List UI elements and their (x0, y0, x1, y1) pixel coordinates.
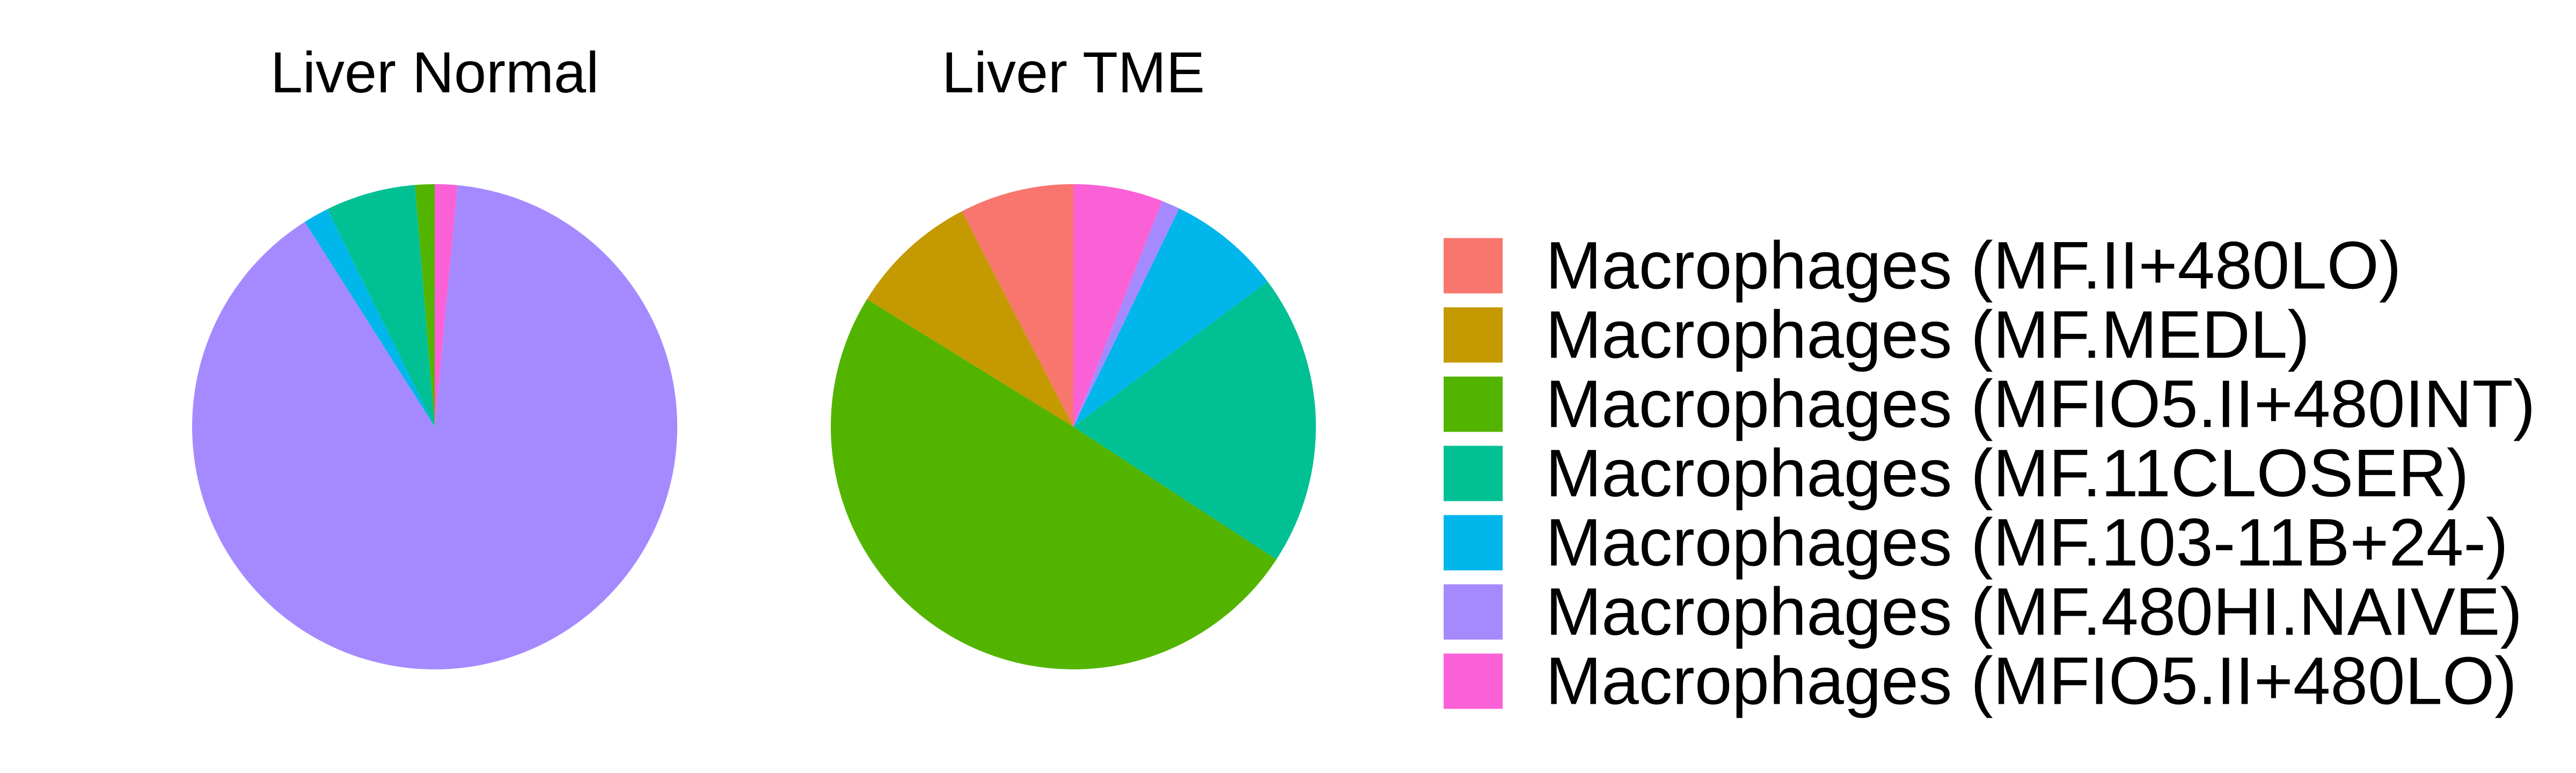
legend-label: Macrophages (MF.480HI.NAIVE) (1546, 575, 2522, 650)
legend-label: Macrophages (MFIO5.II+480INT) (1546, 367, 2535, 442)
legend-item: Macrophages (MFIO5.II+480LO) (1444, 644, 2517, 719)
legend-swatch (1444, 307, 1503, 363)
pie-slice-macrophages-mfio5-ii-480lo (435, 184, 458, 427)
legend-swatch (1444, 446, 1503, 501)
pie-slice-macrophages-mfio5-ii-480int (415, 184, 435, 427)
legend-swatch (1444, 376, 1503, 432)
legend-swatch (1444, 238, 1503, 294)
pie-panels: Liver Normal Liver TME (192, 40, 1316, 670)
pie-title: Liver TME (942, 40, 1205, 105)
legend-label: Macrophages (MF.11CLOSER) (1546, 436, 2469, 511)
pie-slice-macrophages-mf-11closer (1073, 281, 1316, 560)
legend-swatch (1444, 515, 1503, 571)
legend-label: Macrophages (MF.103-11B+24-) (1546, 506, 2508, 580)
legend-swatch (1444, 584, 1503, 640)
pie-slice-macrophages-mf-medl (867, 211, 1073, 427)
pie-panel-liver-tme: Liver TME (831, 40, 1316, 669)
legend-item: Macrophages (MF.480HI.NAIVE) (1444, 575, 2522, 650)
pie-slice-macrophages-mf-103-11b-24 (1073, 208, 1268, 427)
legend-item: Macrophages (MF.MEDL) (1444, 298, 2310, 373)
legend-item: Macrophages (MFIO5.II+480INT) (1444, 367, 2535, 442)
pie-slice-macrophages-mf-ii-480lo (962, 184, 1073, 427)
legend-item: Macrophages (MF.103-11B+24-) (1444, 506, 2508, 580)
pie-slice-macrophages-mf-480hi-naive (1073, 201, 1180, 427)
pie-title: Liver Normal (270, 40, 599, 105)
pie-slice-macrophages-mf-480hi-naive (192, 185, 677, 670)
legend-label: Macrophages (MF.II+480LO) (1546, 229, 2401, 303)
pie-panel-liver-normal: Liver Normal (192, 40, 677, 670)
legend-item: Macrophages (MF.11CLOSER) (1444, 436, 2469, 511)
legend: Macrophages (MF.II+480LO)Macrophages (MF… (1444, 229, 2535, 719)
pie-slice-macrophages-mfio5-ii-480int (831, 299, 1277, 669)
pie-slice-macrophages-mfio5-ii-480lo (1073, 184, 1162, 427)
legend-label: Macrophages (MF.MEDL) (1546, 298, 2310, 373)
legend-swatch (1444, 653, 1503, 709)
legend-label: Macrophages (MFIO5.II+480LO) (1546, 644, 2517, 719)
legend-item: Macrophages (MF.II+480LO) (1444, 229, 2401, 303)
pie-slice-macrophages-mf-11closer (327, 185, 435, 427)
pie-slice-macrophages-mf-103-11b-24 (304, 209, 435, 427)
